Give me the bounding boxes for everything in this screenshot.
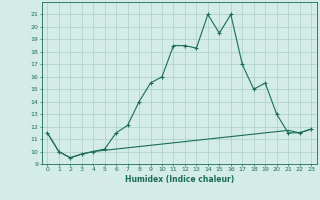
X-axis label: Humidex (Indice chaleur): Humidex (Indice chaleur) <box>124 175 234 184</box>
